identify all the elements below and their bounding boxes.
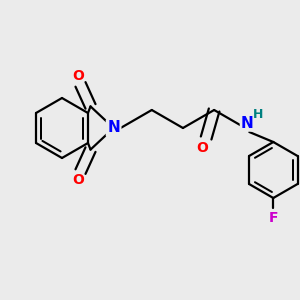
Text: N: N [107,121,120,136]
Text: F: F [268,211,278,225]
Text: O: O [196,141,208,155]
Text: O: O [73,172,84,187]
Text: O: O [73,69,84,83]
Text: N: N [241,116,254,130]
Text: H: H [253,107,263,121]
